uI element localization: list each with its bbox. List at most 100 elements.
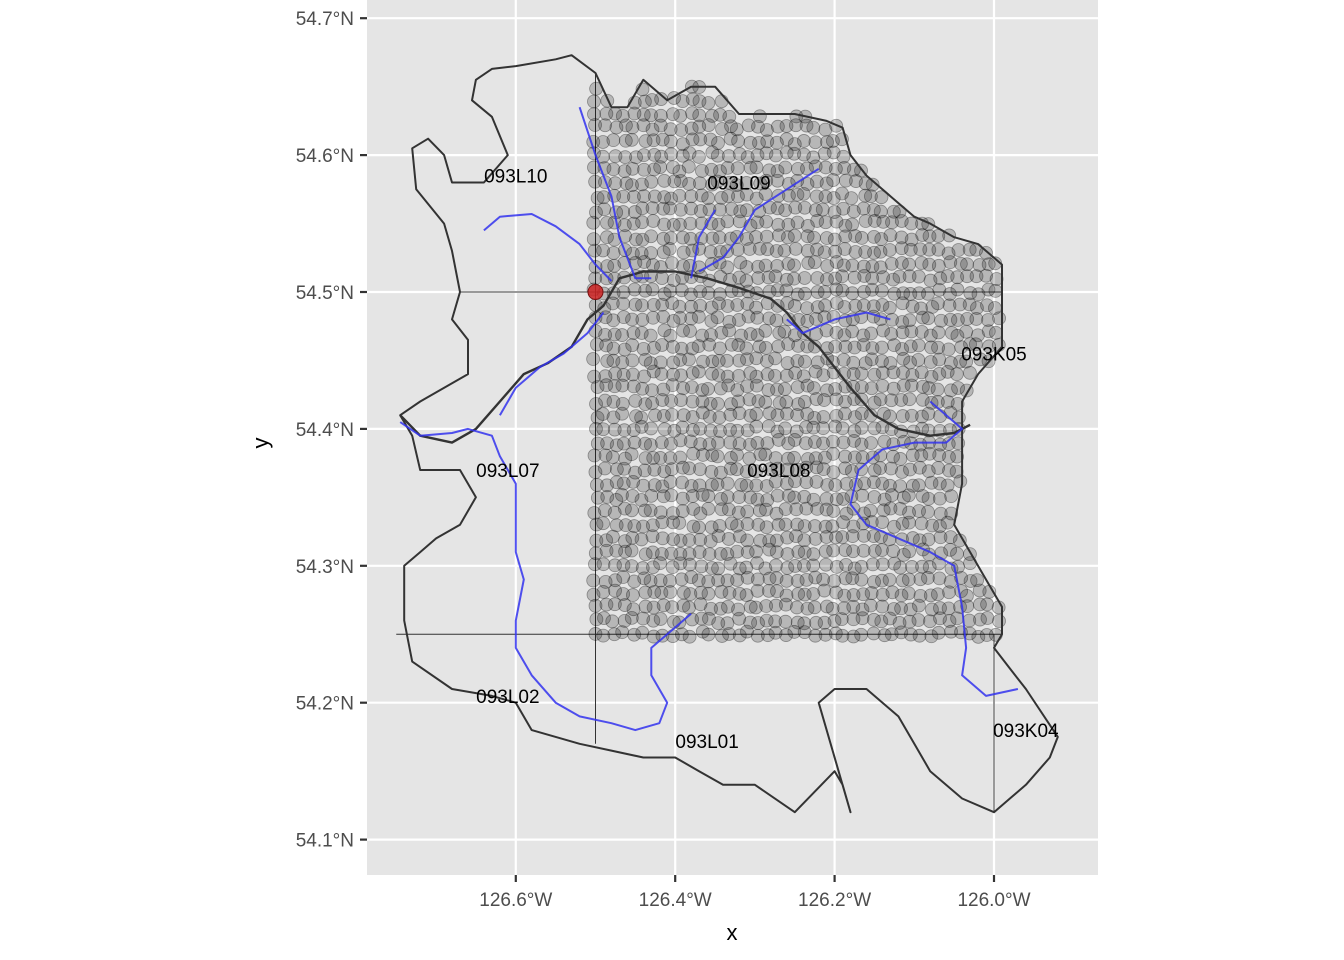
data-point [760,354,774,369]
data-point [788,366,803,380]
data-point [893,560,908,575]
data-point [636,148,651,163]
data-point [944,624,958,639]
data-point [625,312,639,327]
data-point [625,178,639,192]
data-point [616,570,631,584]
data-point [864,586,879,600]
data-point [608,149,623,164]
data-point [904,408,919,423]
data-point [656,245,671,260]
data-point [807,519,822,533]
data-point [932,491,947,506]
data-point [854,572,869,587]
data-point [973,352,988,367]
data-point [724,119,738,134]
data-point [808,531,823,546]
data-point [644,108,658,123]
data-point [626,325,641,340]
data-point [810,300,825,315]
data-point [854,366,869,381]
data-point [673,547,688,561]
data-point [673,433,688,448]
data-point [617,164,632,179]
data-point [691,339,706,353]
data-point [770,382,784,397]
data-point [643,356,658,371]
data-point [589,517,604,532]
data-point [608,558,622,573]
data-point [770,424,785,439]
data-point [750,215,765,230]
data-point [768,351,782,366]
data-point [770,461,785,476]
data-point [797,489,812,504]
data-point [739,273,754,288]
data-point [750,556,765,570]
y-tick-label: 54.7°N [296,9,354,30]
data-point [598,118,613,133]
data-point [988,325,1003,340]
data-point [722,175,737,190]
data-point [817,615,832,630]
data-point [761,383,776,397]
map-sheet-label: 093L10 [484,167,547,188]
data-point [864,352,879,367]
data-point [711,573,726,588]
data-point [839,506,854,521]
data-point [732,313,746,327]
data-point [933,530,948,545]
data-point [817,583,832,598]
map-sheet-labels: 093L10 093L09 093K05 093L07 093L08 093L02 093L… [476,167,1059,753]
data-point [734,328,749,343]
data-point [875,298,890,312]
data-point [942,298,957,313]
data-point [838,218,853,233]
data-point [760,134,775,149]
data-point [973,597,987,612]
data-point [960,599,975,614]
data-point [739,232,754,246]
data-point [704,601,718,616]
data-point [695,487,710,502]
data-point [729,178,744,193]
data-point [828,244,843,259]
data-point [829,214,844,229]
data-point [885,585,900,600]
data-point [866,529,881,543]
data-point [819,502,834,517]
data-point [606,313,621,328]
data-point [599,543,614,558]
data-point [817,393,832,407]
data-point [913,588,928,603]
data-point [914,256,929,270]
data-point [854,420,869,435]
data-point [710,148,725,163]
data-point [787,490,802,505]
data-point [753,447,768,462]
data-point [818,544,833,559]
data-point [665,256,679,270]
data-point [635,232,650,247]
data-point [710,310,725,325]
data-point [629,409,643,424]
data-point [636,118,651,133]
data-point [848,245,863,259]
data-point [695,163,709,178]
data-point [796,134,811,148]
data-point [740,379,754,394]
data-point [846,588,861,602]
data-point [586,573,601,588]
data-point [625,161,640,176]
data-point [953,354,968,369]
data-point [787,258,801,273]
data-point [739,176,754,190]
data-point [781,436,796,451]
data-point [657,464,672,479]
data-point [586,587,601,602]
data-point [800,161,814,176]
data-point [750,583,765,598]
data-point [769,313,784,328]
data-point [867,574,881,589]
data-point [730,544,744,559]
